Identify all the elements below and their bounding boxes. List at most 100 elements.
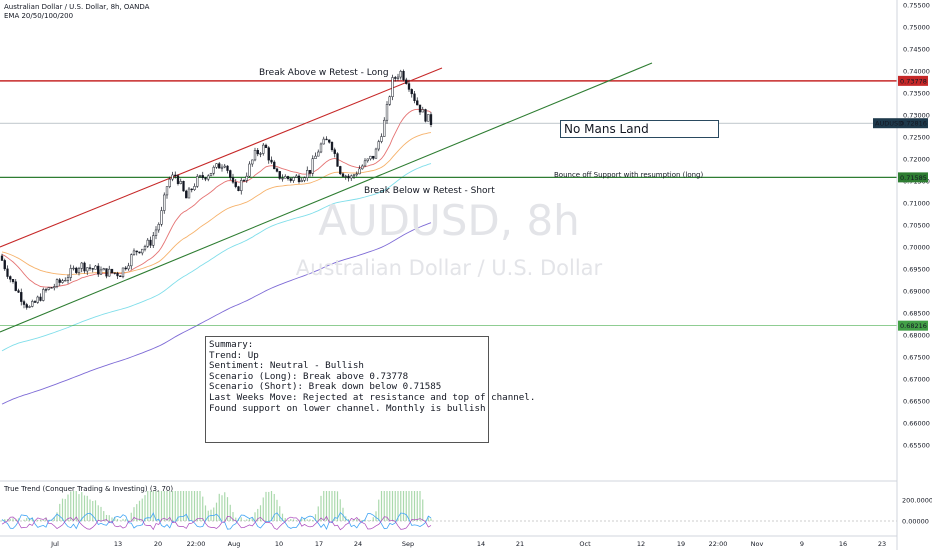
oscillator-pane: [0, 480, 897, 537]
oscillator-legend[interactable]: True Trend (Conquer Trading & Investing)…: [4, 485, 173, 493]
bull-candle: [171, 174, 174, 180]
price-tick-label: 0.72000: [903, 156, 930, 164]
bear-candle: [9, 276, 12, 280]
bull-candle: [352, 174, 356, 177]
bear-candle: [226, 165, 229, 171]
summary-line: Last Weeks Move: Rejected at resistance …: [209, 391, 536, 403]
bull-candle: [94, 265, 97, 270]
oscillator-tick-label: 0.00000: [902, 518, 929, 526]
time-tick-label: 20: [154, 540, 162, 548]
bull-candle: [127, 265, 130, 270]
bear-candle: [339, 166, 342, 175]
bull-candle: [47, 287, 50, 290]
bull-candle: [121, 267, 125, 277]
bull-candle: [72, 267, 75, 270]
bear-candle: [88, 267, 92, 269]
trendlines: [0, 62, 897, 333]
bear-candle: [275, 168, 279, 172]
bear-candle: [407, 83, 411, 90]
bear-candle: [289, 178, 292, 181]
no-mans-land-text: No Mans Land: [564, 122, 649, 136]
bear-candle: [44, 289, 48, 291]
indicator-legend[interactable]: EMA 20/50/100/200: [4, 12, 73, 20]
bear-candle: [201, 175, 204, 178]
bull-candle: [152, 235, 155, 246]
bull-candle: [187, 188, 191, 199]
summary-line: Trend: Up: [209, 349, 259, 361]
bear-candle: [39, 296, 42, 301]
bull-candle: [248, 163, 251, 177]
no-mans-land-box[interactable]: No Mans Land: [560, 120, 719, 138]
price-tick-label: 0.75000: [903, 24, 930, 32]
break-above-label: Break Above w Retest - Long: [259, 68, 389, 78]
bull-candle: [281, 177, 284, 180]
bear-candle: [405, 79, 408, 84]
bull-candle: [102, 268, 105, 271]
bull-candle: [303, 177, 306, 181]
bear-candle: [83, 262, 86, 272]
bull-candle: [317, 151, 320, 157]
bear-candle: [91, 268, 94, 270]
summary-box[interactable]: Summary: Trend: Up Sentiment: Neutral - …: [205, 336, 536, 443]
bull-candle: [262, 144, 265, 154]
time-tick-label: 22:00: [187, 540, 206, 548]
price-axis: 0.75500 0.75000 0.74500 0.74000 0.73500 0.730…: [873, 0, 932, 550]
time-tick-label: Nov: [751, 540, 764, 548]
bear-candle: [97, 265, 100, 275]
price-tick-label: 0.65500: [903, 442, 930, 450]
bear-candle: [278, 171, 281, 179]
price-tick-label: 0.66000: [903, 420, 930, 428]
bull-candle: [300, 180, 303, 183]
oscillator-tick-label: 200.00000: [902, 497, 932, 505]
bull-candle: [66, 277, 70, 281]
bull-candle: [220, 166, 224, 169]
bull-candle: [165, 186, 169, 196]
bear-candle: [218, 163, 221, 169]
bear-candle: [237, 186, 240, 191]
bear-candle: [113, 272, 116, 274]
bull-candle: [306, 170, 309, 178]
bear-candle: [124, 267, 127, 270]
bear-candle: [11, 279, 15, 282]
price-tick-label: 0.68000: [903, 332, 930, 340]
bear-candle: [50, 287, 53, 289]
current-price-tag: [898, 118, 928, 129]
bear-candle: [119, 275, 122, 277]
time-tick-label: 24: [354, 540, 362, 548]
ema-200-line: [1, 222, 432, 405]
time-tick-label: 12: [637, 540, 645, 548]
bull-candle: [61, 280, 64, 283]
symbol-legend[interactable]: Australian Dollar / U.S. Dollar, 8h, OAN…: [4, 3, 149, 11]
bear-candle: [328, 139, 331, 143]
low-price-tag: [898, 320, 928, 331]
bull-candle: [55, 279, 59, 287]
oscillator-series: [0, 491, 897, 531]
bear-candle: [394, 77, 397, 79]
bull-candle: [209, 172, 213, 177]
bull-candle: [69, 268, 72, 278]
bull-candle: [253, 149, 257, 161]
bull-candle: [427, 114, 430, 122]
time-tick-label: 23: [878, 540, 886, 548]
annotations: AUDUSD, 8h Australian Dollar / U.S. Dolla…: [259, 68, 703, 280]
bull-candle: [179, 181, 182, 184]
price-tick-label: 0.75500: [903, 2, 930, 10]
bear-candle: [286, 176, 290, 179]
bear-candle: [25, 304, 28, 308]
bear-candle: [410, 89, 413, 95]
bear-candle: [135, 250, 138, 253]
bull-candle: [80, 262, 83, 269]
bull-candle: [77, 268, 81, 273]
bear-candle: [0, 255, 4, 261]
time-tick-label: 16: [839, 540, 847, 548]
oscillator-line-fast: [1, 511, 432, 531]
bull-candle: [311, 158, 314, 174]
bear-candle: [229, 170, 232, 178]
low-price-value: 0.68216: [900, 322, 927, 330]
bull-candle: [86, 267, 89, 272]
bull-candle: [383, 119, 386, 137]
bull-candle: [385, 104, 389, 121]
bear-candle: [416, 100, 419, 106]
bear-candle: [204, 177, 207, 180]
